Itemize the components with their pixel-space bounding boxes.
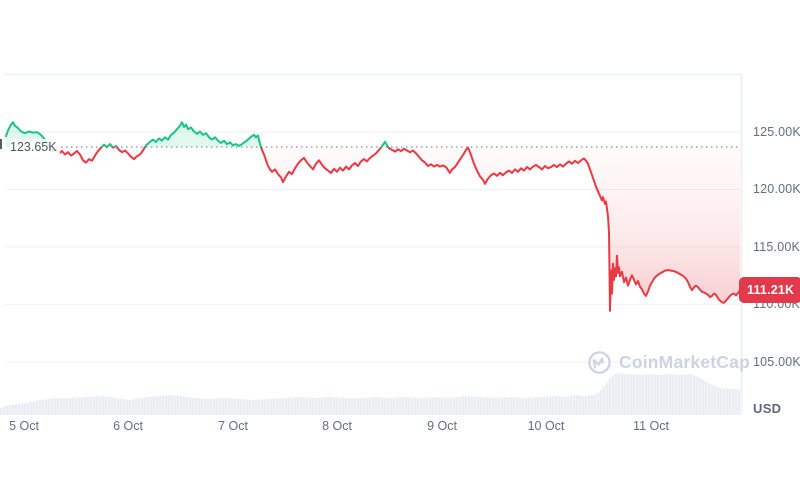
above-baseline-fill — [6, 122, 740, 147]
y-axis-label: 120.00K — [753, 182, 800, 196]
volume-area — [0, 373, 740, 415]
x-axis-label: 7 Oct — [218, 419, 248, 433]
price-line-below-baseline — [48, 147, 741, 312]
x-axis-label: 11 Oct — [633, 419, 669, 433]
x-axis-label: 8 Oct — [322, 419, 352, 433]
baseline-price-label: 123.65K — [10, 139, 60, 155]
y-axis-label: 125.00K — [753, 124, 800, 139]
watermark: CoinMarketCap — [587, 350, 750, 375]
price-line-above-baseline — [5, 121, 469, 147]
x-axis-label: 6 Oct — [113, 419, 143, 433]
y-axis-label: 105.00K — [753, 354, 800, 369]
coinmarketcap-logo-icon — [587, 350, 612, 375]
x-axis-label: 9 Oct — [427, 419, 457, 433]
y-axis-label: 115.00K — [753, 239, 800, 254]
x-axis-label: 5 Oct — [9, 419, 39, 433]
below-baseline-fill — [6, 147, 740, 311]
baseline-left-tick — [0, 139, 2, 149]
x-axis-label: 10 Oct — [527, 419, 565, 433]
currency-unit-label: USD — [753, 401, 782, 416]
watermark-text: CoinMarketCap — [619, 352, 750, 372]
current-price-badge: 111.21K — [739, 277, 800, 304]
